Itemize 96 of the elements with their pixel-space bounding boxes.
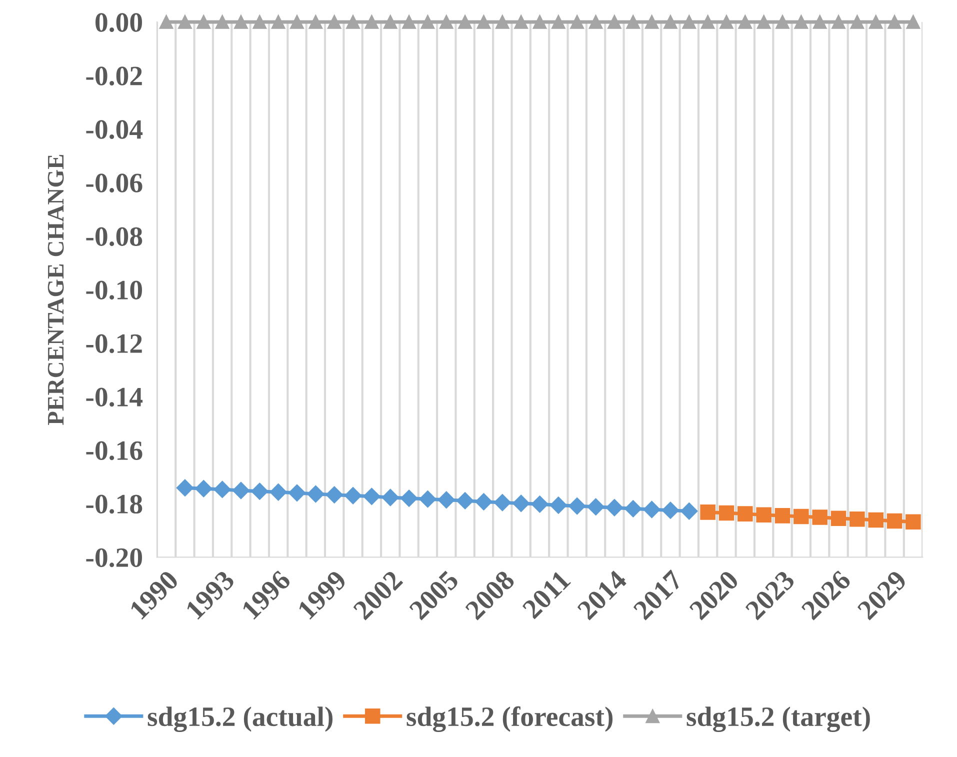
point (419, 490, 436, 508)
point (178, 15, 192, 29)
point (458, 15, 472, 29)
point (680, 502, 698, 520)
point (308, 15, 323, 29)
point (234, 15, 248, 29)
y-tick-label: -0.18 (86, 494, 142, 514)
point (383, 15, 398, 29)
point (382, 488, 399, 506)
point (756, 15, 771, 29)
point (812, 15, 827, 29)
point (159, 15, 174, 29)
point (400, 490, 418, 507)
y-tick-label: -0.02 (86, 66, 142, 86)
point (568, 497, 586, 515)
y-tick-label: 0.00 (96, 13, 142, 32)
point (531, 496, 548, 513)
point (494, 494, 511, 512)
point (906, 514, 921, 530)
point (812, 510, 828, 525)
y-tick-label: -0.14 (86, 388, 143, 407)
point (252, 15, 267, 29)
point (326, 486, 343, 504)
point (551, 15, 566, 29)
point (438, 491, 455, 508)
point (327, 15, 342, 29)
y-tick-label: -0.12 (86, 334, 142, 354)
point (402, 15, 416, 29)
point (570, 15, 584, 29)
point (682, 15, 696, 29)
y-tick-label: -0.16 (86, 441, 142, 460)
y-tick-label: -0.20 (86, 548, 142, 568)
point (776, 15, 790, 29)
y-tick-label: -0.10 (86, 280, 142, 300)
point (794, 15, 808, 29)
point (270, 484, 287, 501)
point (588, 15, 603, 29)
point (606, 499, 623, 516)
point (232, 482, 250, 500)
point (886, 513, 902, 529)
point (850, 512, 865, 527)
legend-label: sdg15.2 (target) (686, 706, 870, 732)
point (476, 15, 491, 29)
point (700, 15, 715, 29)
point (346, 15, 360, 29)
point (906, 15, 920, 29)
point (271, 15, 286, 29)
point (738, 15, 752, 29)
y-tick-label: -0.08 (86, 227, 142, 246)
point (850, 15, 864, 29)
point (644, 15, 659, 29)
point (495, 15, 510, 29)
y-axis-title: PERCENTAGE CHANGE (48, 154, 64, 426)
point (700, 504, 716, 520)
point (774, 508, 790, 524)
point (214, 480, 231, 498)
point (439, 15, 454, 29)
point (756, 507, 772, 523)
point (307, 485, 324, 503)
point (607, 15, 622, 29)
point (251, 482, 268, 500)
point (514, 15, 528, 29)
point (888, 15, 902, 29)
point (195, 480, 212, 498)
point (420, 15, 435, 29)
point (532, 15, 547, 29)
point (643, 500, 660, 518)
point (794, 508, 809, 524)
point (738, 506, 753, 522)
point (475, 493, 492, 510)
point (718, 505, 734, 521)
point (288, 484, 306, 502)
point (550, 496, 567, 514)
point (587, 498, 604, 516)
point (290, 15, 304, 29)
point (868, 512, 884, 528)
point (830, 510, 846, 526)
point (344, 487, 362, 504)
point (662, 502, 680, 519)
legend-label: sdg15.2 (forecast) (406, 706, 613, 732)
legend-label: sdg15.2 (actual) (148, 706, 333, 732)
point (456, 492, 474, 510)
point (832, 15, 846, 29)
point (624, 500, 642, 518)
point (364, 15, 379, 29)
point (363, 488, 380, 505)
point (512, 494, 530, 512)
y-tick-label: -0.04 (86, 120, 143, 140)
point (664, 15, 678, 29)
point (196, 15, 211, 29)
point (176, 479, 194, 496)
point (868, 15, 883, 29)
point (626, 15, 640, 29)
point (215, 15, 230, 29)
y-tick-label: -0.06 (86, 174, 142, 193)
point (720, 15, 734, 29)
